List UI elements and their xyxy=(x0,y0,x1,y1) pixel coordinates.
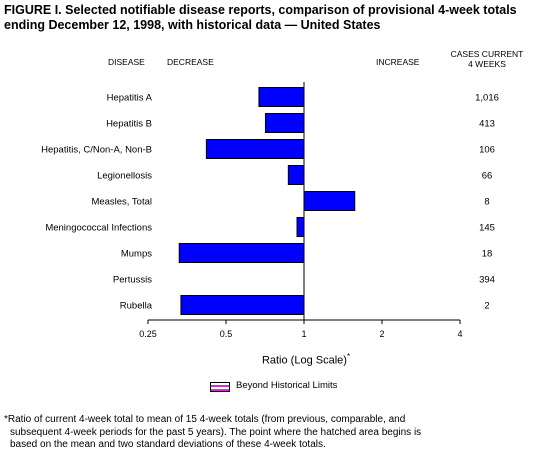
bar xyxy=(303,191,356,211)
cases-value: 413 xyxy=(479,119,495,130)
x-tick-label: 2 xyxy=(379,329,384,339)
footnote: *Ratio of current 4-week total to mean o… xyxy=(4,414,546,452)
footnote-line-1: *Ratio of current 4-week total to mean o… xyxy=(4,414,406,425)
footnote-line-3: based on the mean and two standard devia… xyxy=(10,439,326,450)
x-axis-label-marker: * xyxy=(346,352,351,361)
increase-header: INCREASE xyxy=(376,57,420,67)
category-label: Meningococcal Infections xyxy=(45,223,152,234)
cases-value: 8 xyxy=(484,197,489,208)
category-label: Rubella xyxy=(120,301,153,312)
cases-value: 18 xyxy=(482,249,493,260)
legend-label: Beyond Historical Limits xyxy=(236,380,338,391)
x-tick-label: 0.5 xyxy=(220,329,233,339)
category-label: Pertussis xyxy=(113,275,152,286)
legend-hatched-swatch xyxy=(210,382,230,392)
title-line-2: ending December 12, 1998, with historica… xyxy=(4,18,381,32)
bar xyxy=(180,295,305,315)
x-tick-label: 0.25 xyxy=(139,329,157,339)
cases-value: 66 xyxy=(482,171,493,182)
category-label: Hepatitis B xyxy=(106,119,152,130)
cases-value: 2 xyxy=(484,301,489,312)
footnote-line-2: subsequent 4-week periods for the past 5… xyxy=(10,426,422,438)
bar xyxy=(205,139,305,159)
decrease-header: DECREASE xyxy=(167,57,214,67)
cases-value: 106 xyxy=(479,145,495,156)
bar xyxy=(264,113,305,133)
x-axis-label-text: Ratio (Log Scale) xyxy=(261,354,347,367)
category-label: Hepatitis, C/Non-A, Non-B xyxy=(41,145,152,156)
category-label: Mumps xyxy=(121,249,152,260)
bar xyxy=(258,87,305,107)
cases-header-line-1: CASES CURRENT xyxy=(450,49,524,59)
figure-title: FIGURE I. Selected notifiable disease re… xyxy=(4,3,544,33)
cases-value: 1,016 xyxy=(475,93,499,104)
cases-value: 394 xyxy=(479,275,495,286)
bar xyxy=(178,243,305,263)
x-axis-label: Ratio (Log Scale)* xyxy=(206,352,406,367)
category-label: Legionellosis xyxy=(97,171,152,182)
cases-header: CASES CURRENT 4 WEEKS xyxy=(447,49,527,69)
disease-header: DISEASE xyxy=(108,57,145,67)
x-tick-label: 4 xyxy=(457,329,462,339)
cases-header-line-2: 4 WEEKS xyxy=(468,59,506,69)
category-label: Measles, Total xyxy=(91,197,152,208)
category-label: Hepatitis A xyxy=(107,93,153,104)
bar xyxy=(287,165,305,185)
title-line-1: FIGURE I. Selected notifiable disease re… xyxy=(4,3,517,17)
bar xyxy=(296,217,305,237)
x-tick-label: 1 xyxy=(301,329,306,339)
cases-value: 145 xyxy=(479,223,495,234)
